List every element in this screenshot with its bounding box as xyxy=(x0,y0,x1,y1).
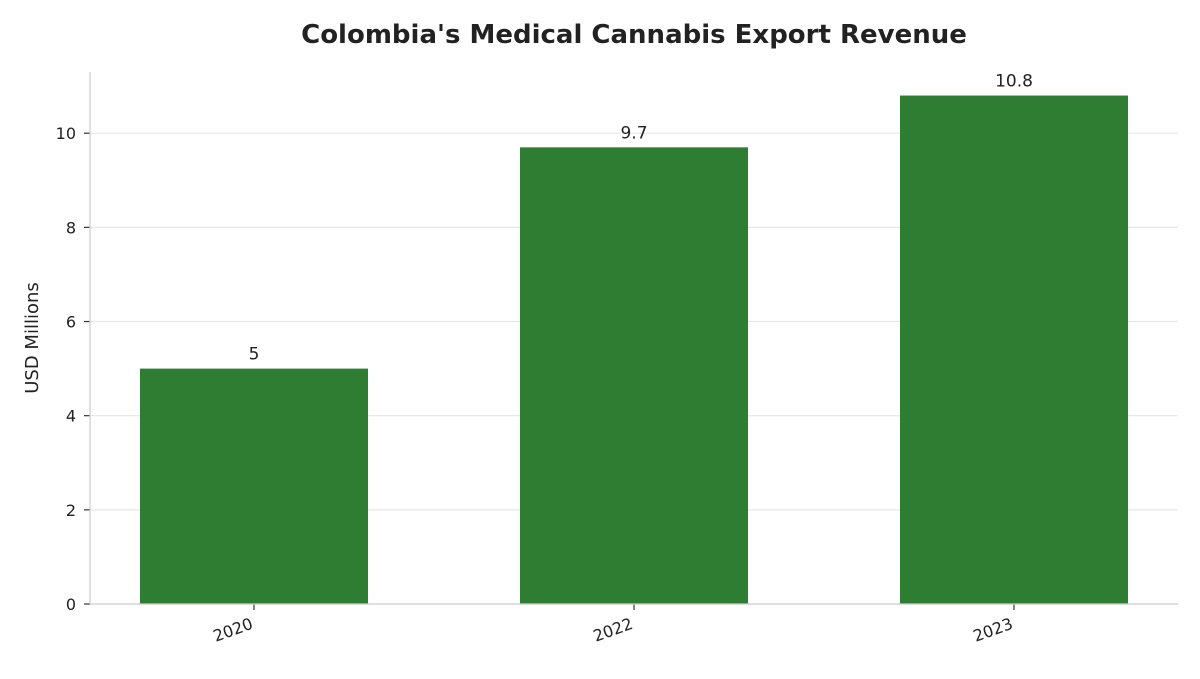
data-label: 10.8 xyxy=(995,72,1033,92)
axes-layer xyxy=(84,72,1178,610)
bar-2022[interactable] xyxy=(520,147,748,604)
y-tick-label: 8 xyxy=(66,218,76,237)
y-tick-label: 4 xyxy=(66,407,76,426)
y-axis-label: USD Millions xyxy=(22,282,43,394)
y-tick-label: 2 xyxy=(66,501,76,520)
chart-title: Colombia's Medical Cannabis Export Reven… xyxy=(301,20,967,50)
data-label: 5 xyxy=(249,345,260,365)
y-tick-label: 6 xyxy=(66,313,76,332)
x-tick-label: 2023 xyxy=(971,614,1016,646)
data-label: 9.7 xyxy=(620,123,647,143)
bar-2023[interactable] xyxy=(900,95,1128,604)
bars-layer xyxy=(140,95,1128,604)
y-tick-label: 10 xyxy=(56,124,76,143)
x-tick-label: 2022 xyxy=(591,614,636,646)
x-tick-label: 2020 xyxy=(211,614,256,646)
bar-2020[interactable] xyxy=(140,368,368,604)
y-tick-label: 0 xyxy=(66,595,76,614)
